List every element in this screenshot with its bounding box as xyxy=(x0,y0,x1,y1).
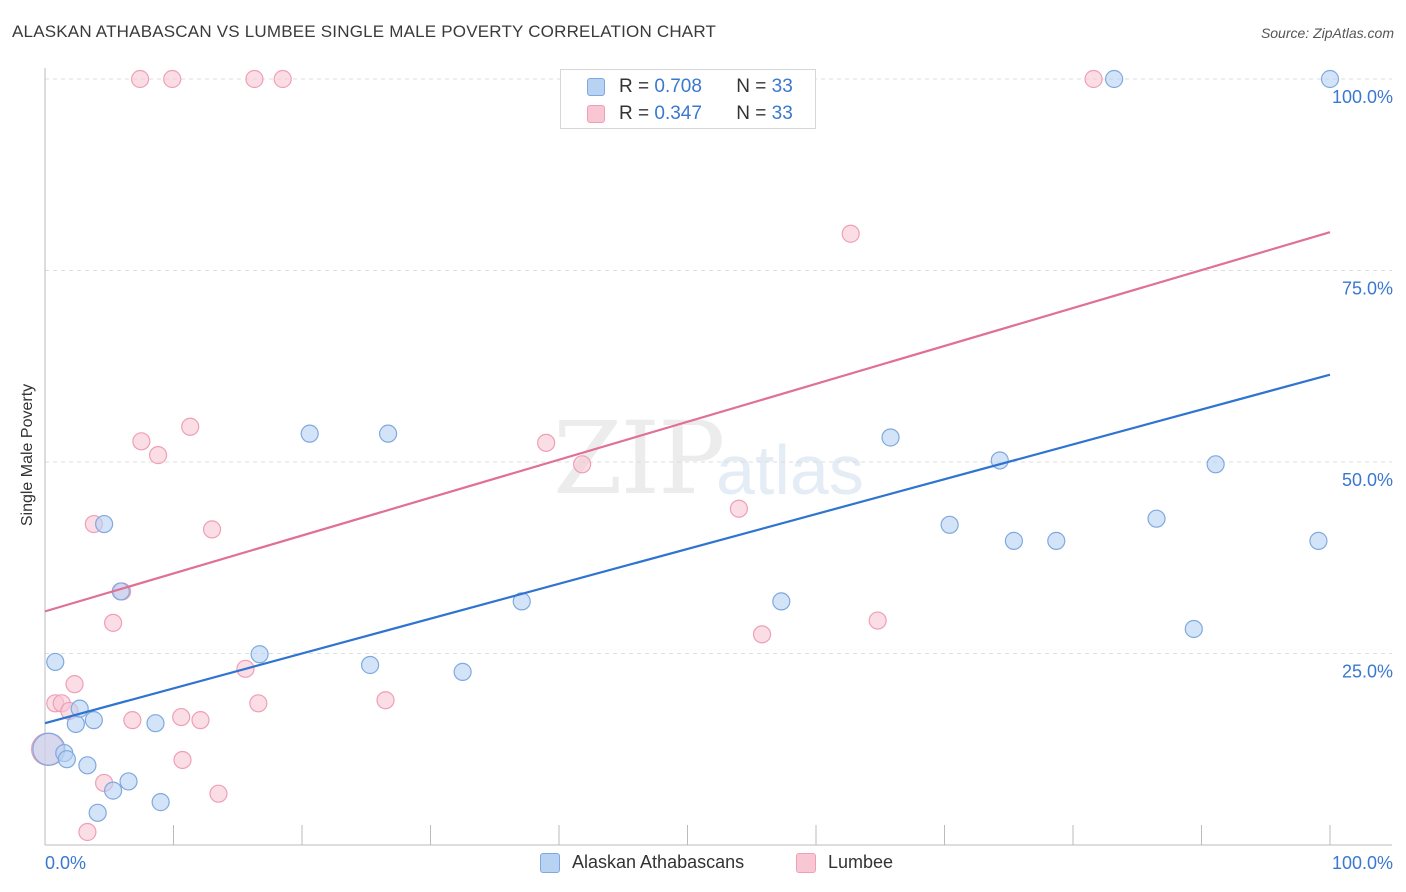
blue-swatch-icon xyxy=(540,852,560,873)
legend-r-label: R = xyxy=(619,76,650,97)
bottom-legend-label: Alaskan Athabascans xyxy=(572,852,745,872)
lumbee-point xyxy=(78,822,97,842)
athabascan-point xyxy=(1147,509,1166,528)
lumbee-point xyxy=(1084,69,1103,89)
athabascan-point xyxy=(151,793,170,812)
athabascan-point xyxy=(78,756,97,775)
lumbee-point xyxy=(181,417,200,436)
y-tick-label: 100.0% xyxy=(1332,87,1393,107)
lumbee-point xyxy=(573,455,592,474)
lumbee-point xyxy=(376,691,395,710)
chart-title: ALASKAN ATHABASCAN VS LUMBEE SINGLE MALE… xyxy=(12,22,717,41)
athabascan-point xyxy=(772,592,791,611)
lumbee-point xyxy=(209,784,228,803)
athabascan-point xyxy=(361,655,380,675)
pink-swatch-icon xyxy=(796,852,816,873)
athabascan-point xyxy=(88,803,107,822)
athabascan-point xyxy=(57,750,76,769)
lumbee-point xyxy=(191,711,210,730)
x-tick-label: 100.0% xyxy=(1332,853,1393,873)
athabascan-point xyxy=(119,772,138,791)
athabascan-point xyxy=(881,428,900,447)
lumbee-point xyxy=(202,520,222,539)
athabascan-point xyxy=(104,781,123,800)
lumbee-point xyxy=(729,499,749,518)
athabascan-point xyxy=(1309,531,1328,550)
lumbee-point xyxy=(163,69,182,89)
lumbee-point xyxy=(537,433,556,452)
legend-r-value: 0.347 xyxy=(654,103,702,124)
watermark-atlas: atlas xyxy=(716,431,864,509)
lumbee-point xyxy=(273,69,292,89)
athabascan-point xyxy=(1184,619,1203,639)
lumbee-point xyxy=(132,432,151,451)
correlation-legend: R = 0.708 N = 33 R = 0.347 N = 33 xyxy=(560,69,816,129)
lumbee-point xyxy=(172,707,191,727)
athabascan-point xyxy=(453,662,472,681)
lumbee-point xyxy=(65,675,84,694)
lumbee-trend-line xyxy=(44,231,1331,613)
athabascan-point xyxy=(66,714,85,734)
pink-swatch-icon xyxy=(587,105,605,123)
lumbee-point xyxy=(123,711,142,730)
athabascan-point xyxy=(250,645,269,664)
legend-n-value: 33 xyxy=(771,76,793,97)
legend-n-value: 33 xyxy=(771,103,793,124)
athabascan-point xyxy=(1004,531,1023,550)
athabascan-point xyxy=(1320,69,1340,89)
athabascan-point xyxy=(46,652,65,672)
lumbee-point xyxy=(104,613,123,632)
legend-r-label: R = xyxy=(619,103,650,124)
source-credit: Source: ZipAtlas.com xyxy=(1260,25,1394,41)
athabascan-point xyxy=(940,515,959,534)
athabascan-point xyxy=(1206,455,1225,474)
athabascan-point xyxy=(300,424,319,443)
athabascan-trend-line xyxy=(44,373,1331,725)
legend-n-label: N = xyxy=(736,76,767,97)
athabascan-point xyxy=(1047,531,1066,550)
lumbee-point xyxy=(249,694,268,713)
athabascan-point xyxy=(146,714,165,733)
bottom-legend-lumbee: Lumbee xyxy=(796,852,893,873)
legend-row-lumbee: R = 0.347 N = 33 xyxy=(587,102,793,126)
legend-row-athabascan: R = 0.708 N = 33 xyxy=(587,75,793,99)
legend-r-value: 0.708 xyxy=(654,76,702,97)
lumbee-point xyxy=(245,69,264,89)
lumbee-point xyxy=(173,750,192,770)
athabascan-point xyxy=(84,711,103,730)
bottom-legend-label: Lumbee xyxy=(828,852,894,872)
blue-swatch-icon xyxy=(587,78,605,96)
athabascan-point xyxy=(95,514,114,534)
bottom-legend-athabascan: Alaskan Athabascans xyxy=(540,852,744,873)
y-tick-label: 75.0% xyxy=(1342,279,1393,299)
lumbee-point xyxy=(868,611,887,630)
legend-n-label: N = xyxy=(736,103,767,124)
lumbee-point xyxy=(752,625,772,644)
athabascan-point xyxy=(378,424,398,443)
y-tick-label: 50.0% xyxy=(1342,470,1393,490)
x-tick-label: 0.0% xyxy=(45,853,86,873)
lumbee-point xyxy=(130,69,150,89)
y-tick-label: 25.0% xyxy=(1342,662,1393,682)
lumbee-point xyxy=(841,224,860,243)
athabascan-point xyxy=(1105,69,1124,89)
lumbee-point xyxy=(148,446,168,465)
